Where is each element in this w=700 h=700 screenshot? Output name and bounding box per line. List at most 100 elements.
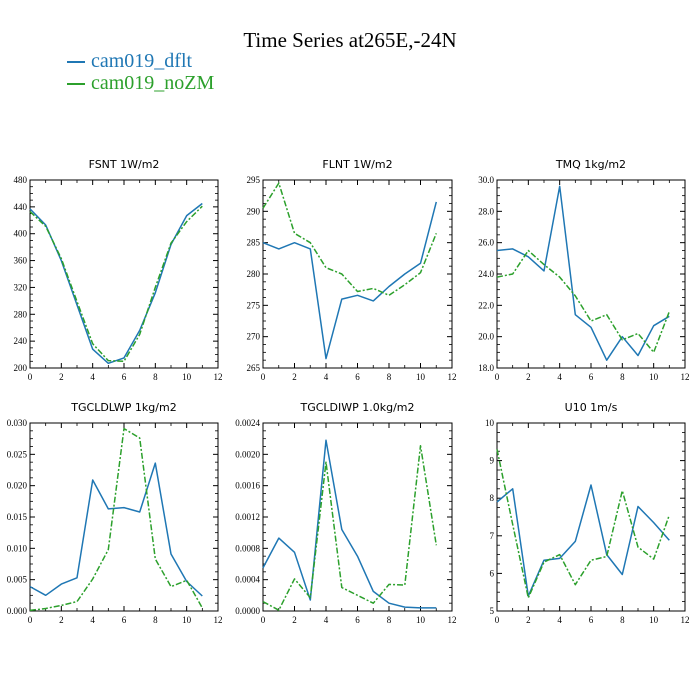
legend-label-noZM: cam019_noZM: [91, 72, 215, 94]
y-tick-label: 8: [490, 493, 495, 503]
y-tick-label: 0.030: [7, 418, 28, 428]
x-tick-label: 12: [214, 615, 223, 625]
plot-frame: [262, 422, 453, 612]
panel-3: TMQ 1kg/m2 18.0 20.0 22.0 24.0 26.0 28.0 30.0 0 2…: [478, 158, 689, 382]
series-line-noZM: [29, 427, 203, 612]
legend-label-dflt: cam019_dflt: [91, 50, 193, 72]
x-tick-label: 0: [495, 372, 500, 382]
series-line-dflt: [496, 185, 670, 361]
series-line-noZM: [496, 449, 671, 599]
y-tick-label: 9: [490, 456, 495, 466]
x-tick-label: 12: [214, 372, 223, 382]
y-tick-label: 240: [14, 336, 28, 346]
y-tick-label: 24.0: [478, 269, 494, 279]
y-tick-label: 295: [247, 175, 261, 185]
x-tick-label: 6: [355, 372, 360, 382]
x-tick-label: 2: [59, 372, 64, 382]
series-line-dflt: [29, 462, 203, 597]
y-tick-label: 265: [247, 363, 261, 373]
plot-frame: [496, 179, 686, 369]
y-tick-label: 7: [490, 531, 495, 541]
panel-title: TGCLDLWP 1kg/m2: [70, 401, 176, 414]
y-tick-label: 10: [485, 418, 495, 428]
y-tick-label: 440: [14, 202, 28, 212]
y-tick-label: 0.0012: [235, 512, 260, 522]
x-tick-label: 6: [122, 615, 127, 625]
y-tick-label: 360: [14, 256, 28, 266]
y-tick-label: 0.0000: [235, 606, 260, 616]
series-line-noZM: [496, 249, 671, 354]
y-tick-label: 0.0020: [235, 449, 260, 459]
x-tick-label: 0: [261, 372, 266, 382]
x-tick-label: 6: [589, 615, 594, 625]
y-tick-label: 26.0: [478, 238, 494, 248]
panel-title: FLNT 1W/m2: [322, 158, 392, 171]
y-tick-label: 0.000: [7, 606, 28, 616]
x-tick-label: 6: [355, 615, 360, 625]
x-tick-label: 4: [557, 372, 562, 382]
x-tick-label: 8: [387, 372, 392, 382]
panel-title: TGCLDIWP 1.0kg/m2: [299, 401, 414, 414]
panel-5: TGCLDIWP 1.0kg/m2 0.0000 0.0004 0.0008 0.001…: [235, 401, 456, 625]
x-tick-label: 0: [495, 615, 500, 625]
plot-frame: [29, 179, 219, 369]
x-tick-label: 10: [649, 372, 659, 382]
x-tick-label: 10: [182, 372, 192, 382]
series-line-dflt: [262, 201, 438, 360]
y-tick-label: 22.0: [478, 300, 494, 310]
y-tick-label: 0.025: [7, 449, 28, 459]
x-tick-label: 12: [448, 372, 457, 382]
plot-frame: [262, 179, 453, 369]
y-tick-label: 270: [247, 332, 261, 342]
y-tick-label: 0.015: [7, 512, 28, 522]
series-line-dflt: [496, 484, 670, 597]
y-tick-label: 280: [14, 309, 28, 319]
x-tick-label: 8: [620, 372, 625, 382]
panel-4: TGCLDLWP 1kg/m2 0.000 0.005 0.010 0.015 0.020…: [7, 401, 223, 625]
x-tick-label: 4: [90, 615, 95, 625]
x-tick-label: 4: [324, 615, 329, 625]
panel-2: FLNT 1W/m2 265 270 275 280 285 290 295 0 2 4 6 8 10 12: [247, 158, 457, 382]
x-tick-label: 10: [416, 372, 426, 382]
series-line-dflt: [262, 439, 437, 609]
legend-item-dflt: cam019_dflt: [67, 50, 192, 73]
legend-item-noZM: cam019_noZM: [67, 72, 214, 95]
series-line-dflt: [29, 202, 203, 365]
y-tick-label: 320: [14, 282, 28, 292]
legend-swatch-dflt: [67, 61, 85, 64]
x-tick-label: 4: [557, 615, 562, 625]
x-tick-label: 8: [387, 615, 392, 625]
series-line-noZM: [262, 444, 438, 611]
series-line-noZM: [262, 182, 437, 297]
y-tick-label: 285: [247, 238, 261, 248]
y-tick-label: 0.020: [7, 481, 28, 491]
y-tick-label: 18.0: [478, 363, 494, 373]
panel-title: TMQ 1kg/m2: [555, 158, 626, 171]
x-tick-label: 6: [122, 372, 127, 382]
y-tick-label: 290: [247, 206, 261, 216]
x-tick-label: 12: [448, 615, 457, 625]
y-tick-label: 0.005: [7, 575, 28, 585]
x-tick-label: 8: [153, 615, 158, 625]
y-tick-label: 5: [490, 606, 495, 616]
x-tick-label: 8: [620, 615, 625, 625]
x-tick-label: 10: [182, 615, 192, 625]
x-tick-label: 2: [292, 372, 297, 382]
y-tick-label: 28.0: [478, 206, 494, 216]
x-tick-label: 12: [681, 372, 690, 382]
x-tick-label: 10: [649, 615, 659, 625]
x-tick-label: 8: [153, 372, 158, 382]
y-tick-label: 0.010: [7, 543, 28, 553]
y-tick-label: 480: [14, 175, 28, 185]
y-tick-label: 20.0: [478, 332, 494, 342]
x-tick-label: 0: [261, 615, 266, 625]
x-tick-label: 4: [324, 372, 329, 382]
x-tick-label: 2: [526, 615, 531, 625]
x-tick-label: 0: [28, 372, 33, 382]
chart-title: Time Series at265E,-24N: [243, 28, 457, 52]
x-tick-label: 6: [589, 372, 594, 382]
y-tick-label: 0.0024: [235, 418, 260, 428]
y-tick-label: 400: [14, 229, 28, 239]
y-tick-label: 30.0: [478, 175, 494, 185]
